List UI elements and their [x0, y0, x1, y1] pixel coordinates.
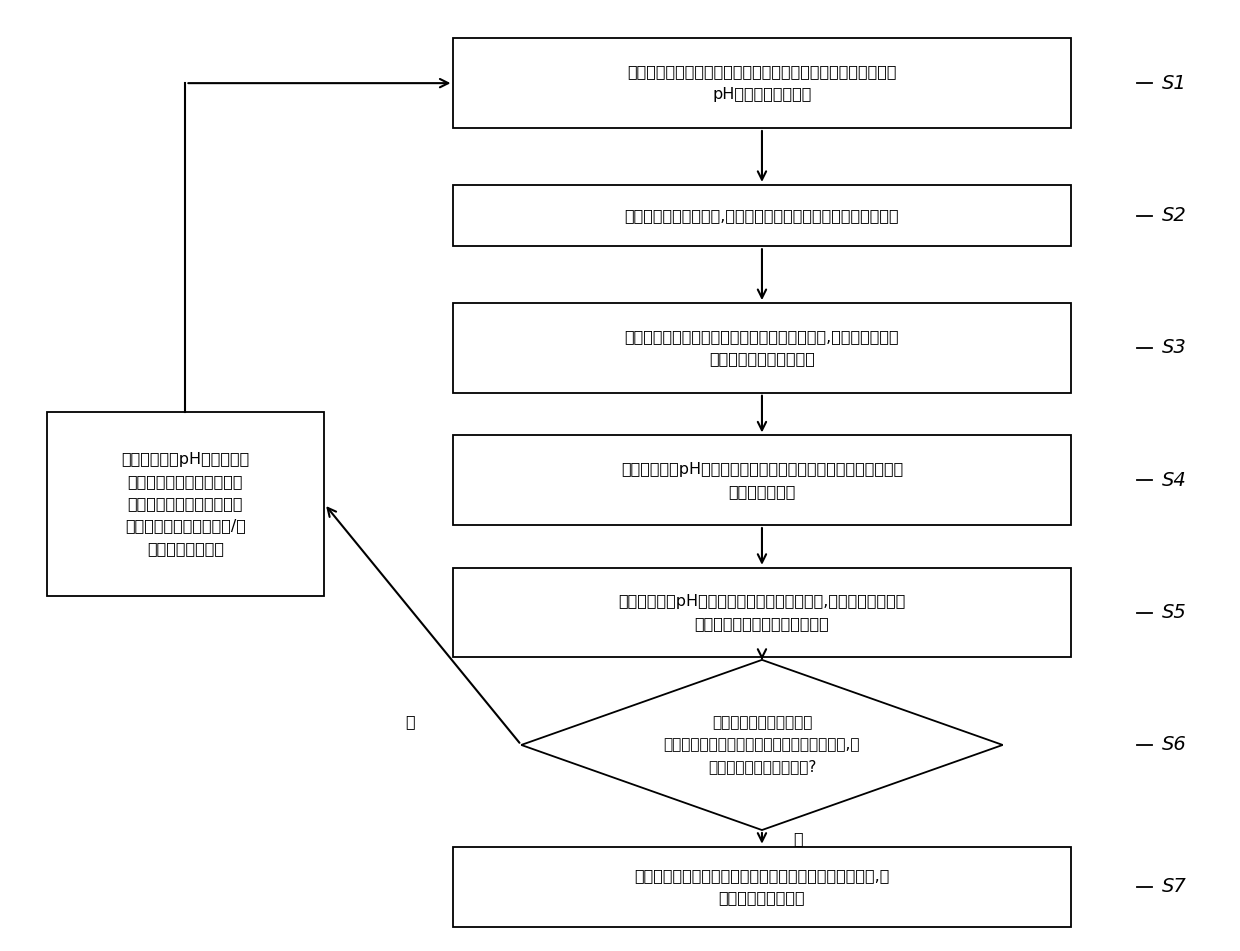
Text: 判断所述当前游离态二氧化硫浓度是否在预设浓度范围内,若
否，则进行预警提醒: 判断所述当前游离态二氧化硫浓度是否在预设浓度范围内,若 否，则进行预警提醒	[635, 868, 889, 905]
Bar	[454, 846, 1070, 927]
Bar	[47, 412, 325, 596]
Text: 通过设置不同pH值及乙醇浓
度的梯度试验，采用化学分
析方法检测葡萄酒液体样本
校正所述线性回归函数和/或
多元线性回归函数: 通过设置不同pH值及乙醇浓 度的梯度试验，采用化学分 析方法检测葡萄酒液体样本 …	[122, 452, 249, 555]
Bar	[454, 568, 1070, 657]
Text: 根据所述当前pH值、当前分子态二氧化硫浓度,和当前离子平衡系
数确定当前游离态二氧化硫浓度: 根据所述当前pH值、当前分子态二氧化硫浓度,和当前离子平衡系 数确定当前游离态二…	[619, 594, 905, 631]
Text: S7: S7	[1162, 877, 1187, 896]
Text: S4: S4	[1162, 471, 1187, 490]
Text: 获取葡萄酒酿造过程中的当前气相二氧化硫浓度、葡萄酒的当前
pH值及当前乙醇浓度: 获取葡萄酒酿造过程中的当前气相二氧化硫浓度、葡萄酒的当前 pH值及当前乙醇浓度	[627, 65, 897, 102]
Text: 根据所述当前乙醇浓度,通过线性回归函数确定当前气液平衡系数: 根据所述当前乙醇浓度,通过线性回归函数确定当前气液平衡系数	[625, 208, 899, 223]
Text: 根据所述当前气相二氧化硫浓度和气液平衡系数,计算葡萄酒中的
当前分子态二氧化硫浓度: 根据所述当前气相二氧化硫浓度和气液平衡系数,计算葡萄酒中的 当前分子态二氧化硫浓…	[625, 329, 899, 366]
Text: S1: S1	[1162, 73, 1187, 92]
Text: 否: 否	[792, 831, 802, 845]
Text: S6: S6	[1162, 735, 1187, 754]
Polygon shape	[521, 660, 1003, 830]
Text: 是: 是	[405, 714, 415, 728]
Text: 根据所述当前pH值和当前乙醇浓度通过多元线性回归函数确定当
前离子平衡系数: 根据所述当前pH值和当前乙醇浓度通过多元线性回归函数确定当 前离子平衡系数	[621, 461, 903, 499]
Bar	[454, 436, 1070, 525]
Text: S2: S2	[1162, 206, 1187, 225]
Text: S5: S5	[1162, 603, 1187, 622]
Bar	[454, 38, 1070, 128]
Text: S3: S3	[1162, 339, 1187, 358]
Text: 获取预设时间段内计算的
游离态二氧化硫浓度与测定值之间的相对误差,所
述相对误差大于预设误差?: 获取预设时间段内计算的 游离态二氧化硫浓度与测定值之间的相对误差,所 述相对误差…	[663, 715, 861, 775]
Bar	[454, 184, 1070, 246]
Bar	[454, 303, 1070, 393]
